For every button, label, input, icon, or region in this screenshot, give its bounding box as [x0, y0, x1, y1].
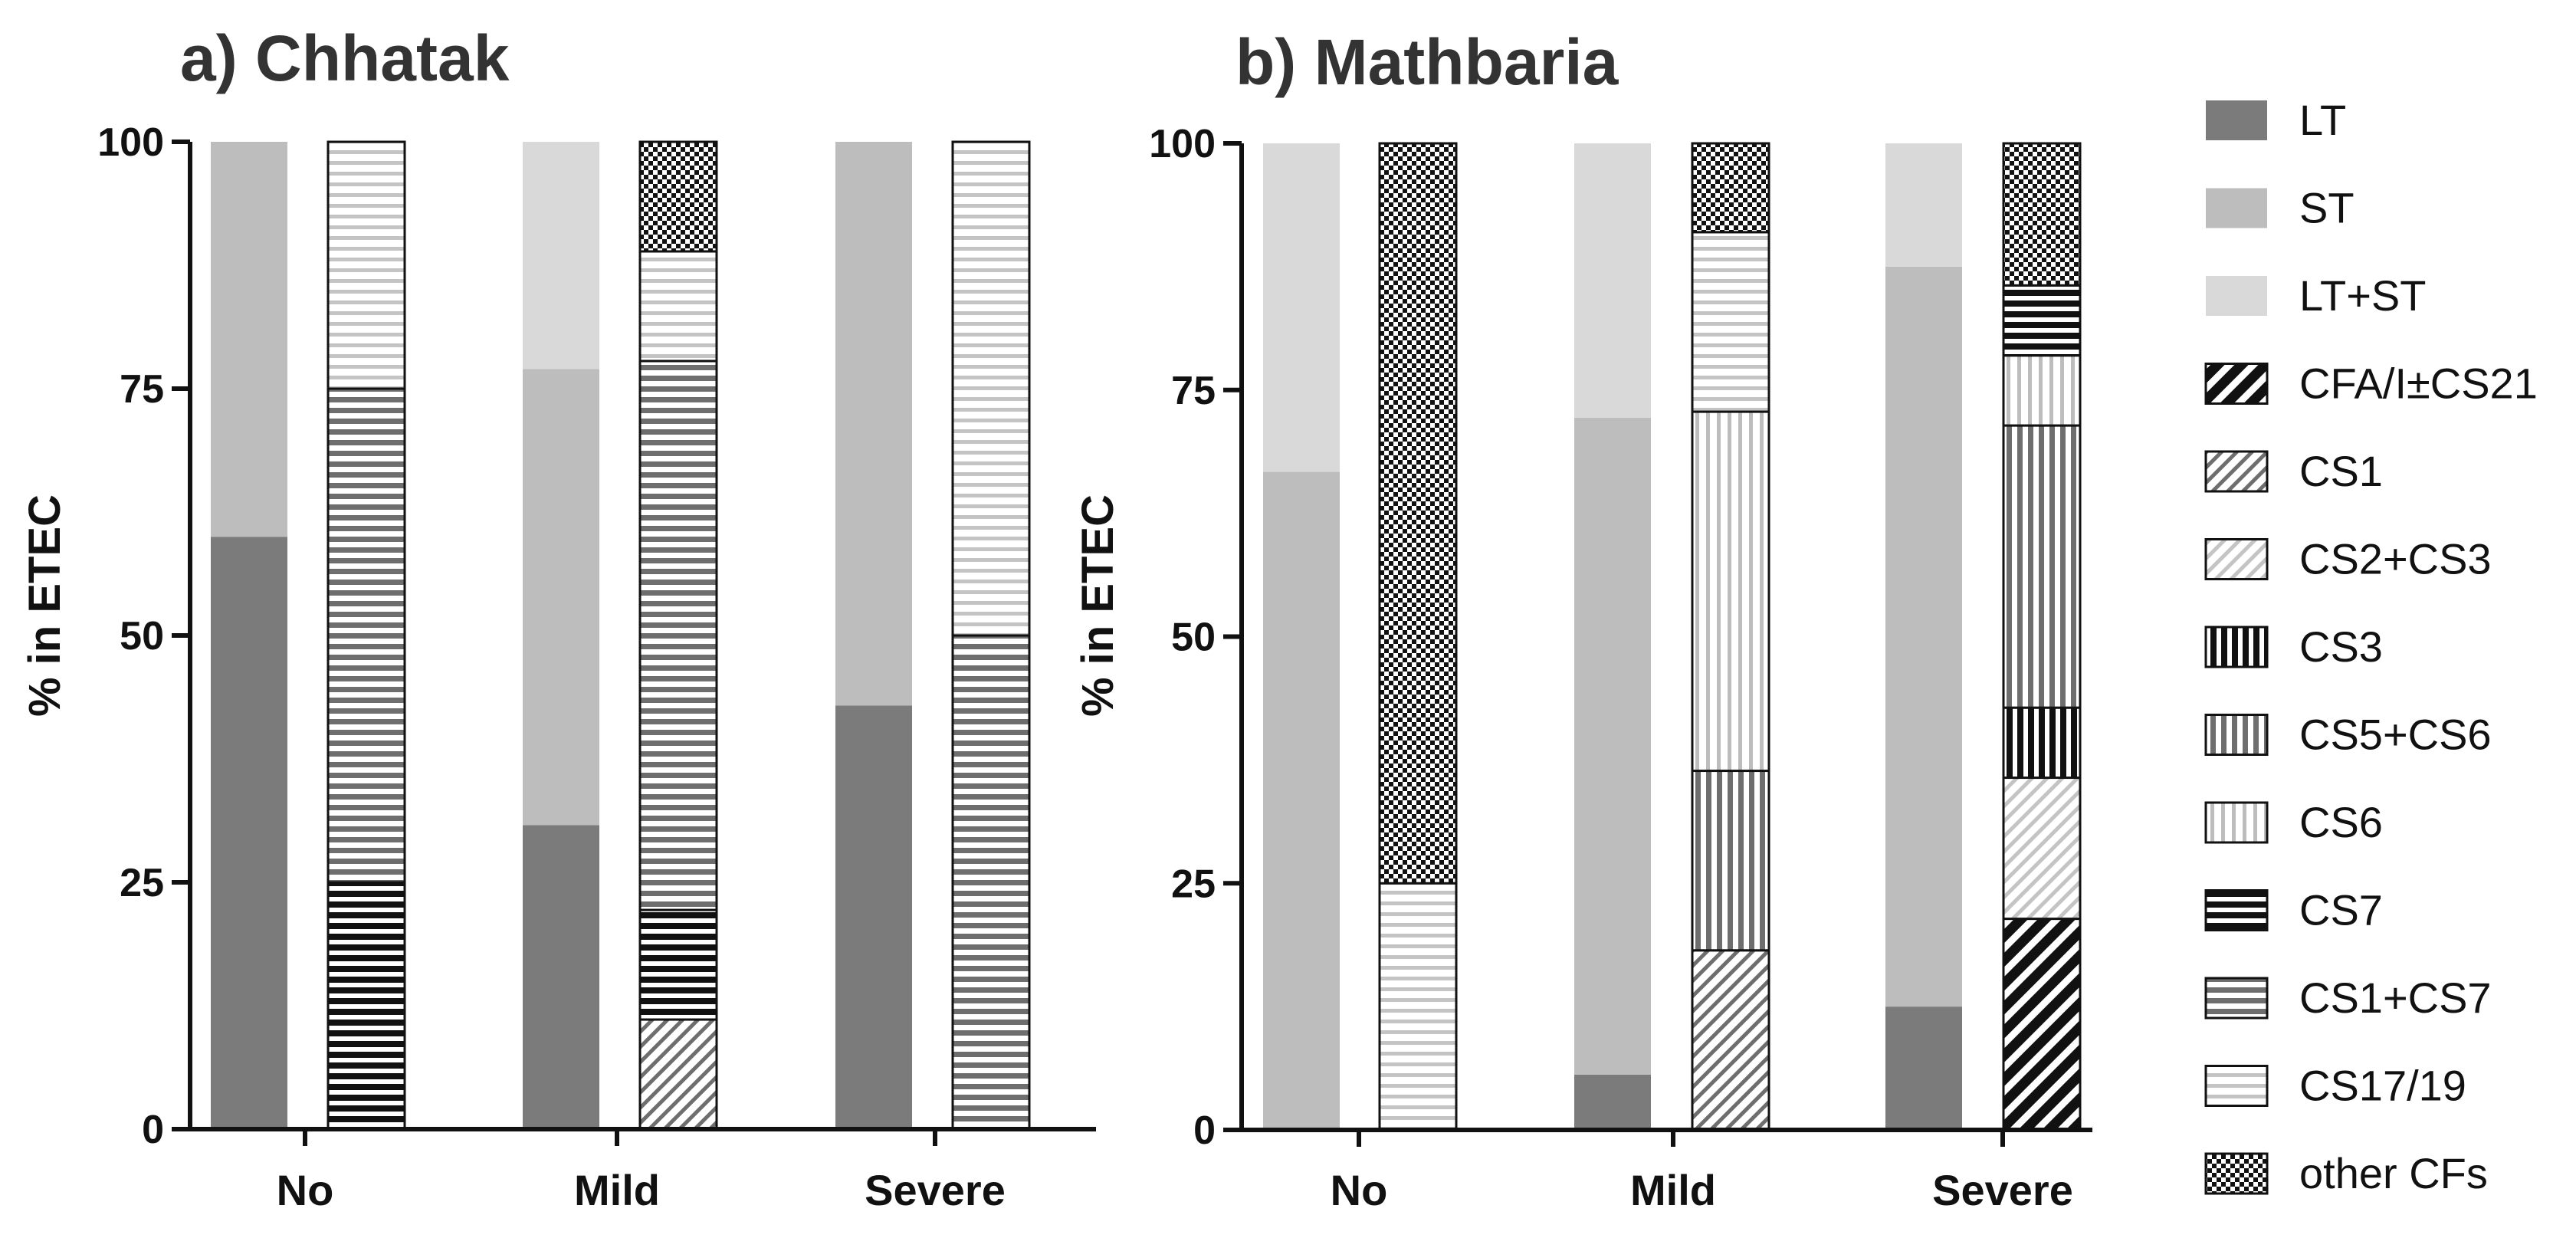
legend-swatch-cfa-i-cs21: [2204, 363, 2269, 405]
legend-swatch-cs7: [2204, 889, 2269, 931]
panel-b-cf-bar-severe-cs3: [2002, 706, 2082, 780]
panel-a-y-tick-label: 25: [120, 861, 164, 905]
legend-label-cs6: CS6: [2299, 798, 2383, 846]
panel-b-toxin-bar-mild-lt-st: [1574, 143, 1651, 418]
panel-a-title: a) Chhatak: [180, 22, 510, 94]
legend-label-cs3: CS3: [2299, 622, 2383, 671]
panel-b-cf-bar-mild-cs17-19: [1691, 231, 1770, 413]
panel-b-cf-bar-mild-other-cfs: [1691, 142, 1770, 234]
panel-b-toxin-bar-severe-st: [1885, 266, 1962, 1007]
panel-a-toxin-bar-mild-lt: [523, 825, 599, 1129]
legend-label-cs7: CS7: [2299, 886, 2383, 934]
legend-label-lt-st: LT+ST: [2299, 271, 2426, 320]
panel-a-cf-bar-mild-cs1: [638, 1018, 718, 1131]
legend-swatch-cs17-19: [2204, 1065, 2269, 1107]
legend-swatch-cs2-cs3: [2204, 538, 2269, 580]
panel-b-toxin-bar-mild-lt: [1574, 1074, 1651, 1130]
panel-b-y-axis-label: % in ETEC: [1073, 494, 1123, 717]
legend-label-lt: LT: [2299, 96, 2346, 144]
legend-swatch-cs1: [2204, 450, 2269, 493]
panel-b-y-tick-label: 50: [1171, 616, 1216, 660]
panel-chhatak: a) Chhatak % in ETEC 0 25 50 75 100 No Mild Sev…: [20, 22, 1096, 1214]
panel-a-y-tick-label: 100: [97, 120, 164, 165]
panel-b-y-tick-label: 75: [1171, 369, 1216, 413]
panel-b-cf-bar-no-other-cfs: [1378, 142, 1458, 885]
legend-swatch-lt-st: [2206, 276, 2267, 316]
legend-swatch-lt: [2206, 100, 2267, 140]
legend: LT ST LT+ST CFA/I±CS21 CS1 CS2+CS3 CS3 CS5+CS6 C…: [2204, 96, 2538, 1197]
panel-b-toxin-bar-severe-lt-st: [1885, 143, 1962, 267]
panel-b-category-label-no: No: [1331, 1166, 1388, 1214]
panel-a-cf-bar-no-cs7: [327, 881, 406, 1131]
panel-b-toxin-bar-no-st: [1263, 471, 1340, 1130]
legend-swatch-cs6: [2204, 801, 2269, 844]
panel-a-toxin-bar-no-st: [211, 142, 287, 537]
panel-b-cf-bar-mild-cs6: [1691, 410, 1770, 773]
panel-b-toxin-bar-no-lt-st: [1263, 143, 1340, 472]
panel-b-y-tick-label: 0: [1193, 1108, 1216, 1153]
panel-b-toxin-bar-mild-st: [1574, 417, 1651, 1075]
panel-b-cf-bar-severe-cs2-cs3: [2002, 777, 2082, 921]
panel-a-category-label-no: No: [277, 1166, 334, 1214]
legend-label-cs17-19: CS17/19: [2299, 1062, 2466, 1110]
panel-a-toxin-bar-severe-st: [835, 142, 912, 706]
panel-b-cf-bar-mild-cs5-cs6: [1691, 770, 1770, 952]
panel-b-title: b) Mathbaria: [1235, 26, 1619, 98]
panel-a-cf-bar-severe-cs1-cs7: [951, 634, 1031, 1131]
legend-swatch-cs1-cs7: [2204, 977, 2269, 1020]
panel-b-cf-bar-severe-other-cfs: [2002, 142, 2082, 287]
panel-a-cf-bar-mild-cs7: [638, 908, 718, 1021]
legend-label-cs1: CS1: [2299, 447, 2383, 495]
panel-b-plot: 0 25 50 75 100 No Mild Severe: [1149, 122, 2092, 1214]
legend-label-cfa-i-cs21: CFA/I±CS21: [2299, 360, 2538, 408]
panel-a-y-tick-label: 75: [120, 367, 164, 412]
legend-label-cs1-cs7: CS1+CS7: [2299, 974, 2492, 1022]
panel-a-cf-bar-no-cs17-19: [327, 140, 406, 390]
panel-a-category-label-severe: Severe: [865, 1166, 1006, 1214]
panel-a-y-axis-label: % in ETEC: [20, 494, 70, 717]
panel-b-cf-bar-severe-cs5-cs6: [2002, 424, 2082, 709]
panel-b-category-label-mild: Mild: [1630, 1166, 1716, 1214]
panel-b-cf-bar-mild-cs1: [1691, 949, 1770, 1131]
legend-label-cs5-cs6: CS5+CS6: [2299, 711, 2492, 759]
panel-a-category-label-mild: Mild: [574, 1166, 660, 1214]
panel-b-cf-bar-severe-cfa-i-cs21: [2002, 918, 2082, 1131]
legend-swatch-cs3: [2204, 626, 2269, 668]
legend-label-other-cfs: other CFs: [2299, 1149, 2488, 1197]
panel-a-y-tick-label: 0: [142, 1108, 164, 1152]
panel-b-y-tick-label: 100: [1149, 122, 1216, 166]
panel-a-y-tick-label: 50: [120, 614, 164, 658]
panel-a-plot: 0 25 50 75 100 No Mild Severe: [97, 120, 1096, 1214]
panel-a-cf-bar-mild-cs1-cs7: [638, 360, 718, 911]
legend-swatch-st: [2206, 188, 2267, 228]
panel-b-cf-bar-severe-cs6: [2002, 354, 2082, 427]
legend-swatch-other-cfs: [2204, 1152, 2269, 1195]
panel-a-cf-bar-no-cs1-cs7: [327, 387, 406, 884]
panel-a-cf-bar-severe-cs17-19: [951, 140, 1031, 637]
panel-b-cf-bar-severe-cs7: [2002, 284, 2082, 357]
panel-b-category-label-severe: Severe: [1932, 1166, 2073, 1214]
legend-label-cs2-cs3: CS2+CS3: [2299, 535, 2492, 583]
panel-a-cf-bar-mild-cs17-19: [638, 250, 718, 363]
panel-b-y-tick-label: 25: [1171, 862, 1216, 906]
panel-b-cf-bar-no-cs17-19: [1378, 882, 1458, 1131]
panel-a-toxin-bar-mild-st: [523, 369, 599, 826]
panel-a-cf-bar-mild-other-cfs: [638, 140, 718, 253]
panel-a-toxin-bar-severe-lt: [835, 705, 912, 1129]
legend-swatch-cs5-cs6: [2204, 714, 2269, 756]
panel-a-toxin-bar-mild-lt-st: [523, 142, 599, 369]
panel-a-toxin-bar-no-lt: [211, 537, 287, 1129]
legend-label-st: ST: [2299, 184, 2354, 232]
panel-b-toxin-bar-severe-lt: [1885, 1006, 1962, 1130]
panel-mathbaria: b) Mathbaria % in ETEC 0 25 50 75 100 No Mild S…: [1073, 26, 2092, 1214]
